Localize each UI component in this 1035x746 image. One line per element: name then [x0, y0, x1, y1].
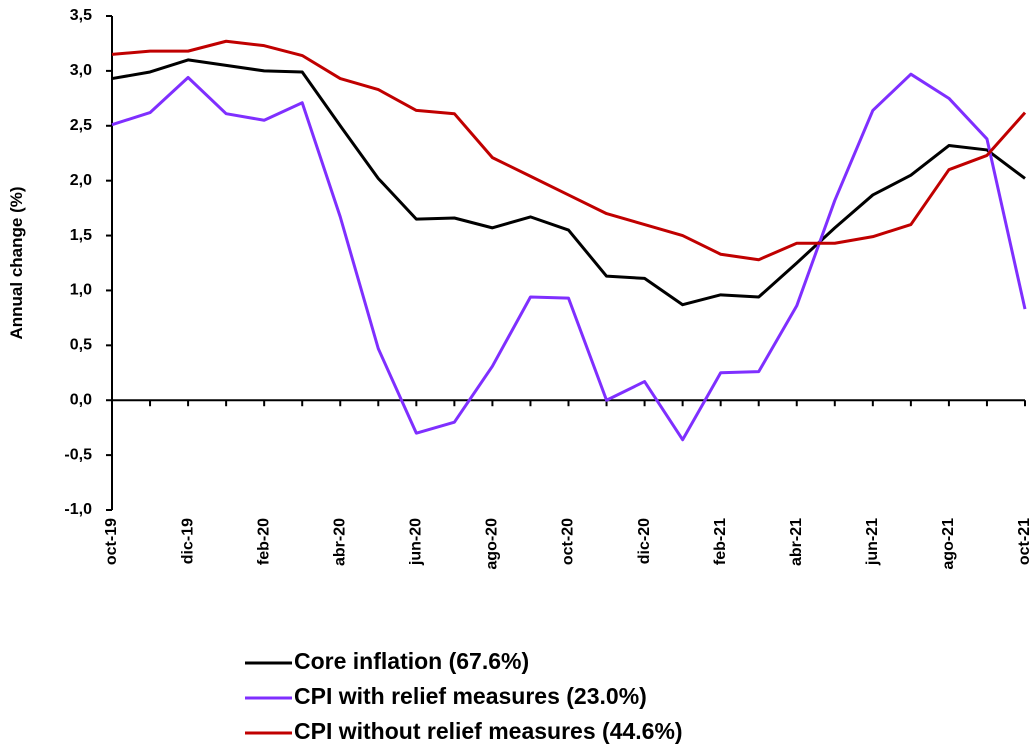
- x-tick-label: feb-20: [255, 518, 272, 565]
- legend-label: CPI with relief measures (23.0%): [294, 683, 647, 709]
- series-line: [111, 39, 1027, 262]
- y-tick-label: 1,5: [70, 227, 92, 244]
- y-tick-label: 3,0: [70, 62, 92, 79]
- y-tick-label: -1,0: [64, 501, 92, 518]
- series-line: [111, 72, 1027, 442]
- y-tick-label: -0,5: [64, 446, 92, 463]
- y-tick-label: 0,0: [70, 391, 92, 408]
- y-axis-label: Annual change (%): [7, 186, 26, 339]
- x-tick-label: dic-20: [636, 518, 653, 564]
- x-tick-label: oct-20: [560, 518, 577, 565]
- y-tick-label: 2,5: [70, 117, 92, 134]
- x-tick-label: jun-20: [408, 518, 425, 566]
- x-tick-label: dic-19: [179, 518, 196, 564]
- y-tick-label: 1,0: [70, 282, 92, 299]
- x-tick-label: abr-21: [788, 518, 805, 566]
- x-tick-label: jun-21: [864, 518, 881, 566]
- y-tick-label: 2,0: [70, 172, 92, 189]
- y-tick-label: 3,5: [70, 7, 92, 24]
- legend-label: Core inflation (67.6%): [294, 648, 529, 674]
- x-tick-label: abr-20: [331, 518, 348, 566]
- y-tick-label: 0,5: [70, 337, 92, 354]
- x-tick-label: ago-20: [484, 518, 501, 570]
- legend-label: CPI without relief measures (44.6%): [294, 718, 683, 744]
- x-tick-label: ago-21: [940, 518, 957, 570]
- x-tick-label: oct-21: [1016, 518, 1033, 565]
- x-tick-label: feb-21: [712, 518, 729, 565]
- x-tick-label: oct-19: [103, 518, 120, 565]
- series-line: [111, 58, 1026, 307]
